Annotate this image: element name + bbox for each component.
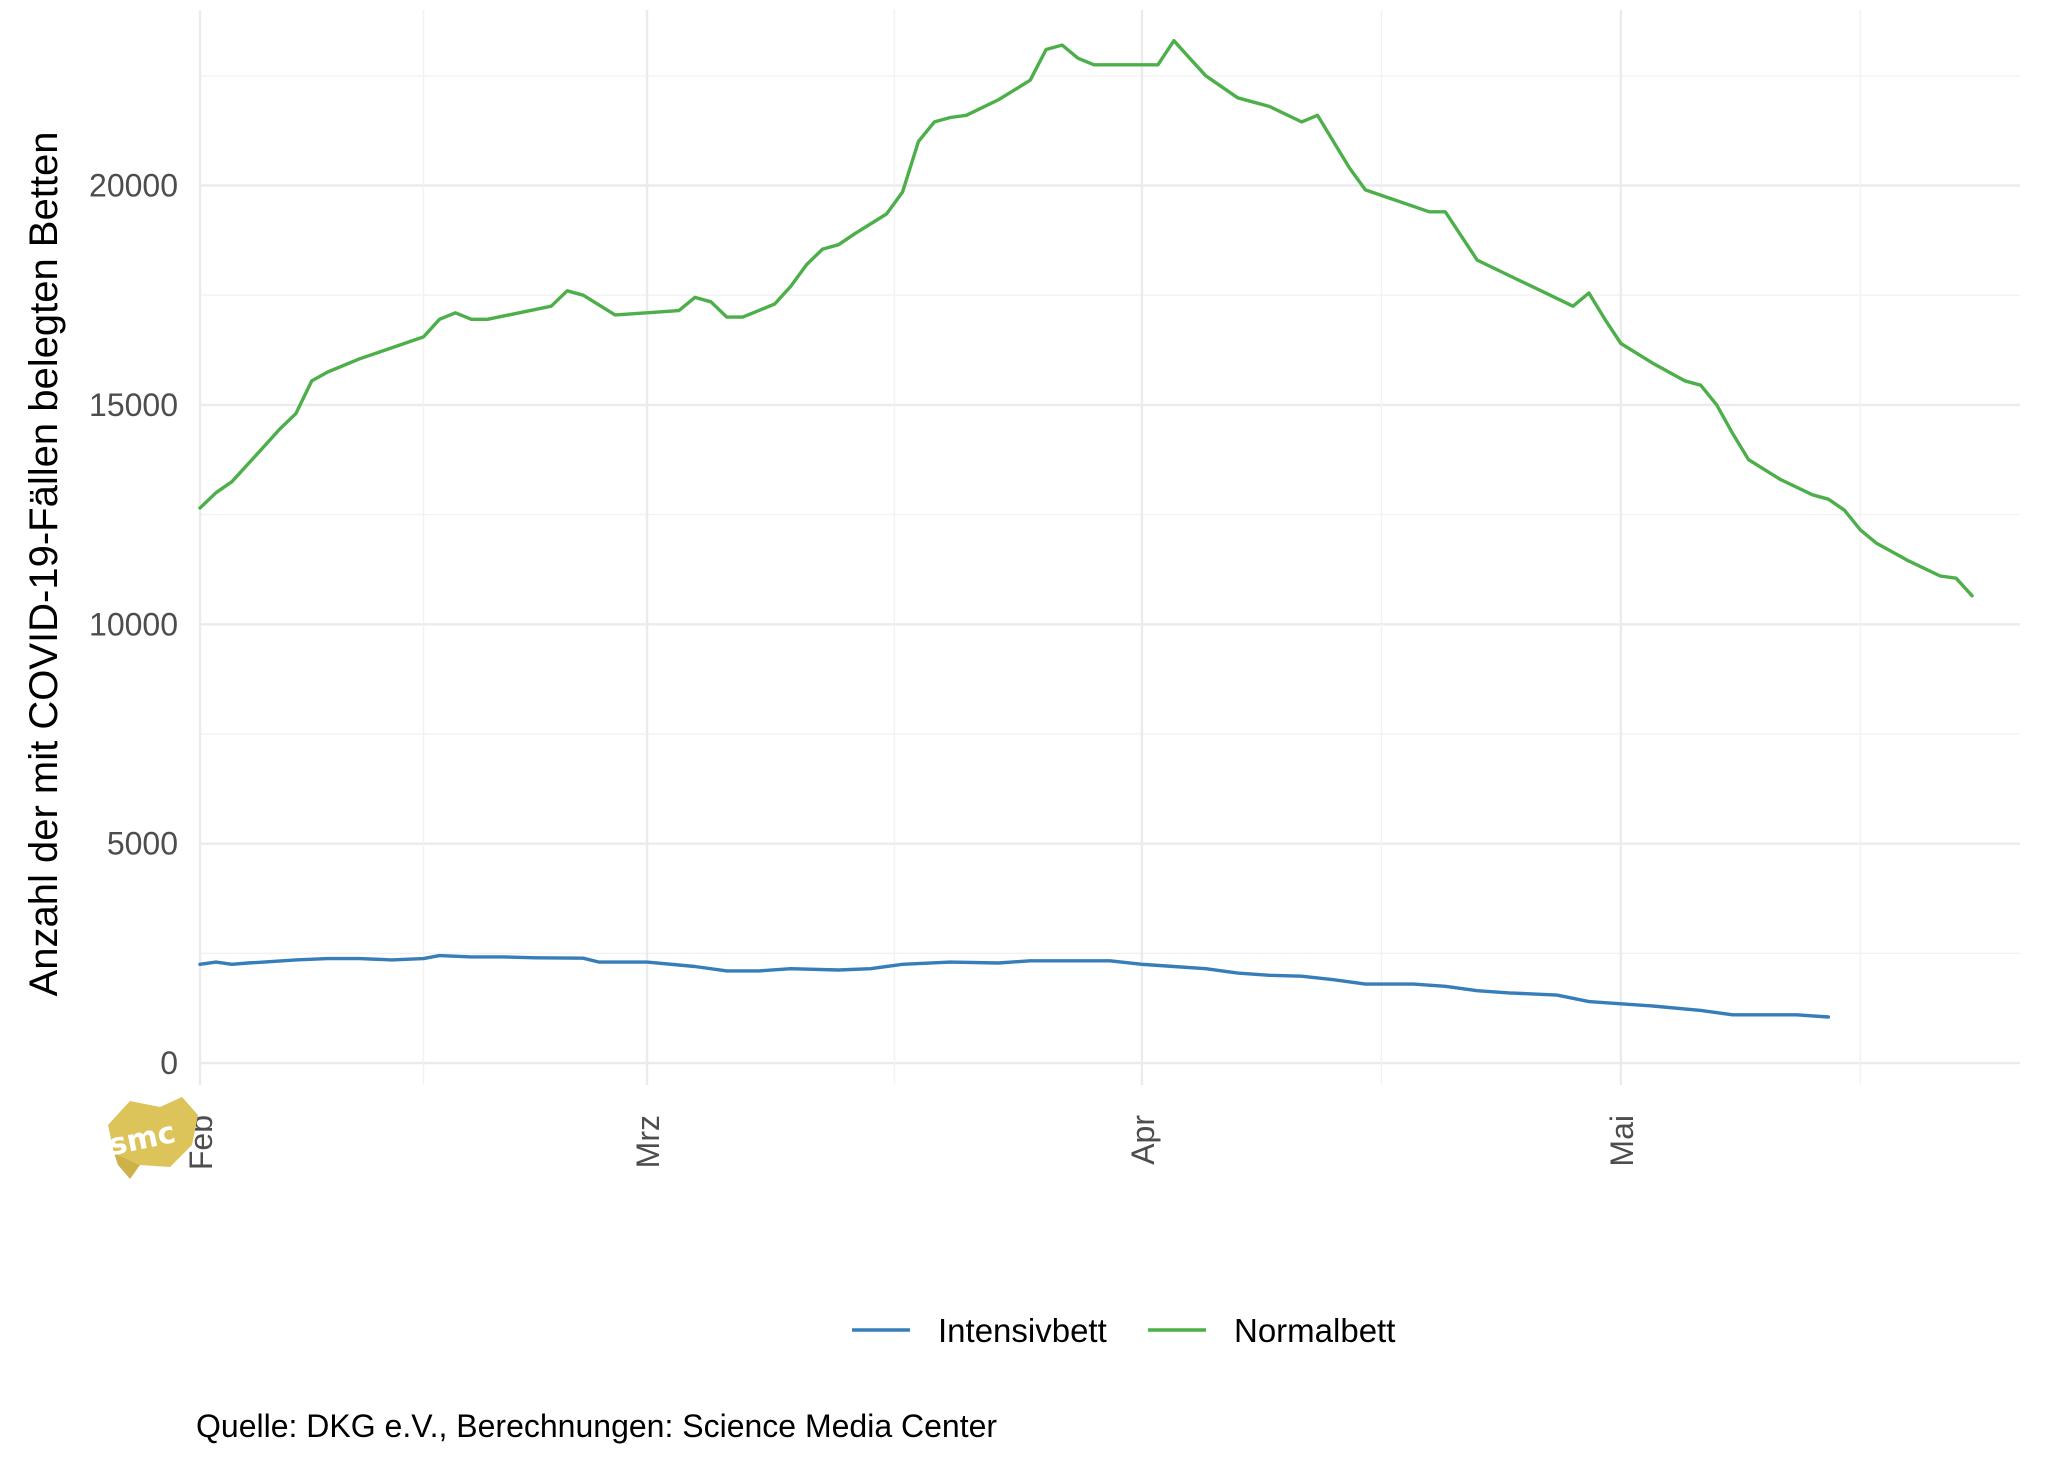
caption: Quelle: DKG e.V., Berechnungen: Science … (196, 1408, 997, 1444)
y-axis-title: Anzahl der mit COVID-19-Fällen belegten … (22, 132, 66, 997)
series-line-intensivbett (198, 953, 1831, 1019)
smc-logo: smc (106, 1097, 198, 1179)
legend-label-normalbett: Normalbett (1234, 1312, 1395, 1349)
y-tick-label: 20000 (89, 168, 178, 204)
y-tick-label: 5000 (107, 826, 178, 862)
series-line-normalbett (198, 39, 1974, 598)
y-tick-label: 10000 (89, 606, 178, 642)
grid (198, 10, 2020, 1085)
legend-label-intensivbett: Intensivbett (938, 1312, 1107, 1349)
x-tick-label: Mrz (630, 1115, 666, 1168)
y-tick-label: 0 (160, 1045, 178, 1081)
y-tick-label: 15000 (89, 387, 178, 423)
x-tick-label: Apr (1125, 1115, 1161, 1165)
x-tick-label: Mai (1604, 1115, 1640, 1167)
series-lines (198, 39, 1974, 1019)
legend: Intensivbett Normalbett (852, 1312, 1395, 1349)
x-axis-ticks: Feb Mrz Apr Mai (183, 1115, 1640, 1170)
y-axis-ticks: 0 5000 10000 15000 20000 (89, 168, 178, 1082)
